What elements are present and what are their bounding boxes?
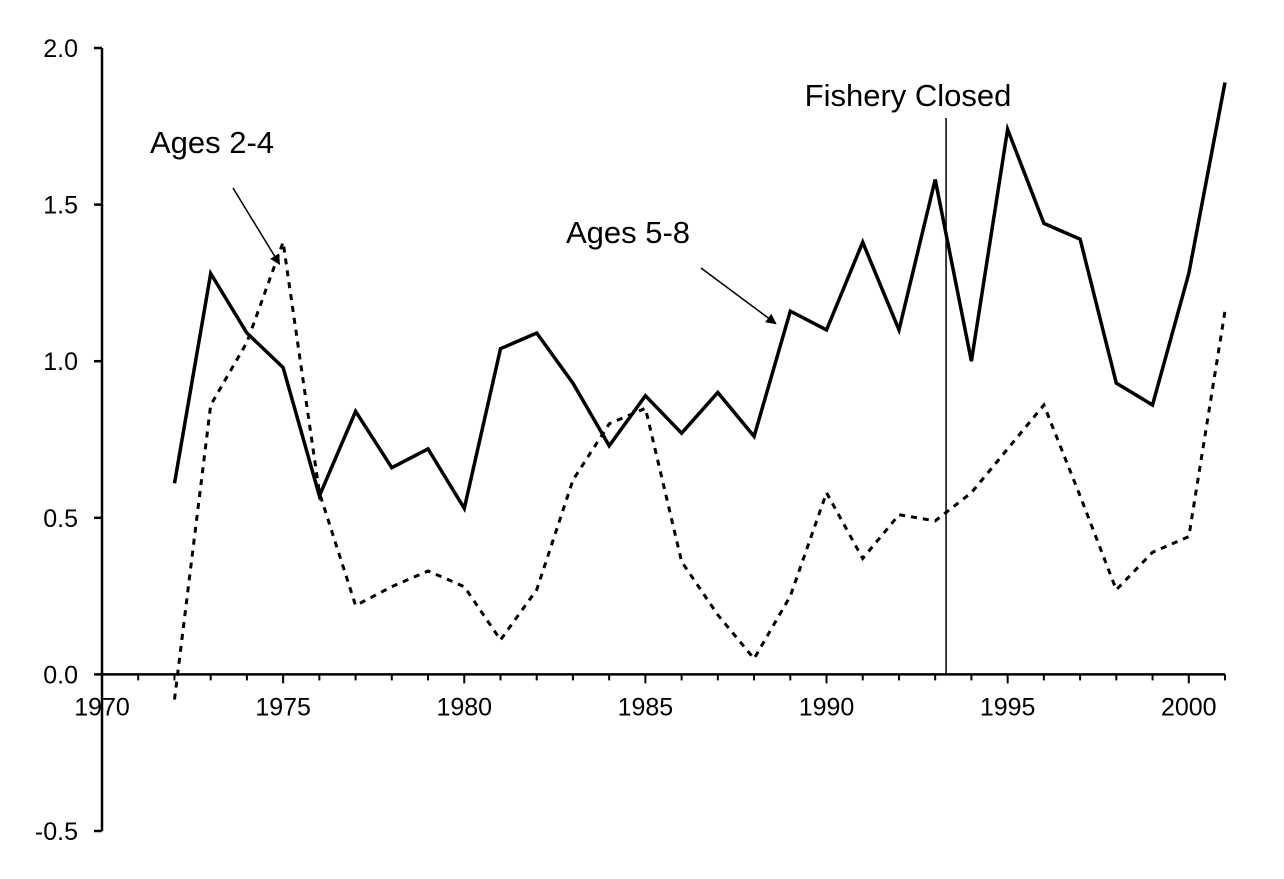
- series-0-point: [825, 329, 827, 331]
- series-1-point: [825, 492, 827, 494]
- series-1-point: [173, 698, 175, 700]
- series-1-point: [862, 557, 864, 559]
- series-1-point: [209, 404, 211, 406]
- series-0-point: [536, 332, 538, 334]
- series-0-point: [753, 435, 755, 437]
- series-1-point: [753, 658, 755, 660]
- series-0-point: [173, 482, 175, 484]
- series-1-point: [391, 586, 393, 588]
- series-0-point: [427, 448, 429, 450]
- series-1-point: [572, 479, 574, 481]
- series-1-point: [246, 341, 248, 343]
- series-0-point: [354, 410, 356, 412]
- series-0-point: [789, 310, 791, 312]
- series-0-point: [1043, 222, 1045, 224]
- series-0-point: [1079, 238, 1081, 240]
- series-1-point: [354, 604, 356, 606]
- series-0-point: [934, 178, 936, 180]
- series-layer: [172, 81, 1227, 700]
- x-tick-label: 1970: [74, 693, 130, 721]
- x-tick-label: 1975: [255, 693, 311, 721]
- series-1-point: [427, 570, 429, 572]
- series-1-point: [1151, 551, 1153, 553]
- annotation-label: Ages 5-8: [566, 215, 690, 250]
- series-1-point: [282, 241, 284, 243]
- series-0-point: [680, 432, 682, 434]
- series-1-point: [934, 520, 936, 522]
- series-1-point: [644, 407, 646, 409]
- series-1-point: [680, 560, 682, 562]
- series-1-point: [1224, 310, 1226, 312]
- series-0-point: [862, 241, 864, 243]
- series-0-point: [1151, 404, 1153, 406]
- series-1-point: [608, 423, 610, 425]
- y-tick-label: 1.5: [43, 192, 78, 220]
- series-1-point: [1079, 495, 1081, 497]
- y-tick-label: -0.5: [35, 818, 78, 846]
- series-0-point: [644, 394, 646, 396]
- series-1-point: [318, 492, 320, 494]
- annotation-arrow: [232, 187, 281, 266]
- series-0-point: [209, 272, 211, 274]
- series-1-point: [1006, 448, 1008, 450]
- series-0-point: [1188, 272, 1190, 274]
- series-0-point: [608, 445, 610, 447]
- series-0-point: [572, 382, 574, 384]
- x-tick-label: 1985: [618, 693, 674, 721]
- series-0-point: [1115, 382, 1117, 384]
- y-tick-label: 2.0: [43, 35, 78, 63]
- annotation-arrow: [700, 267, 777, 325]
- series-1-point: [1188, 535, 1190, 537]
- series-1-point: [499, 639, 501, 641]
- series-1-point: [898, 513, 900, 515]
- fishery-closed-label: Fishery Closed: [805, 78, 1012, 113]
- y-tick-label: 0.5: [43, 505, 78, 533]
- x-tick-label: 1980: [436, 693, 492, 721]
- series-line-dashed: [173, 241, 1227, 700]
- x-tick-label: 1990: [799, 693, 855, 721]
- series-0-point: [717, 391, 719, 393]
- annotation-label: Ages 2-4: [150, 125, 274, 160]
- series-0-point: [246, 332, 248, 334]
- series-0-point: [463, 507, 465, 509]
- y-tick-label: 0.0: [43, 661, 78, 689]
- series-0-point: [499, 347, 501, 349]
- series-0-point: [282, 366, 284, 368]
- y-tick-label: 1.0: [43, 348, 78, 376]
- series-0-point: [1224, 81, 1226, 83]
- axes-layer: 2.0 1.5 1.0 0.5 0.0 -0.5 1970 1975 1980 1985 1990 1…: [35, 35, 1226, 846]
- series-1-point: [789, 595, 791, 597]
- series-0-point: [391, 466, 393, 468]
- x-tick-label: 2000: [1161, 693, 1217, 721]
- series-1-point: [536, 589, 538, 591]
- series-line-solid: [172, 82, 1227, 513]
- series-0-point: [1006, 128, 1008, 130]
- series-0-point: [970, 360, 972, 362]
- series-1-point: [463, 586, 465, 588]
- series-1-point: [1043, 404, 1045, 406]
- series-1-point: [717, 614, 719, 616]
- series-1-point: [970, 492, 972, 494]
- series-0-point: [898, 329, 900, 331]
- series-1-point: [1115, 589, 1117, 591]
- annotation-layer: Fishery Closed Ages 2-4 Ages 5-8: [150, 78, 1012, 675]
- x-tick-label: 1995: [980, 693, 1036, 721]
